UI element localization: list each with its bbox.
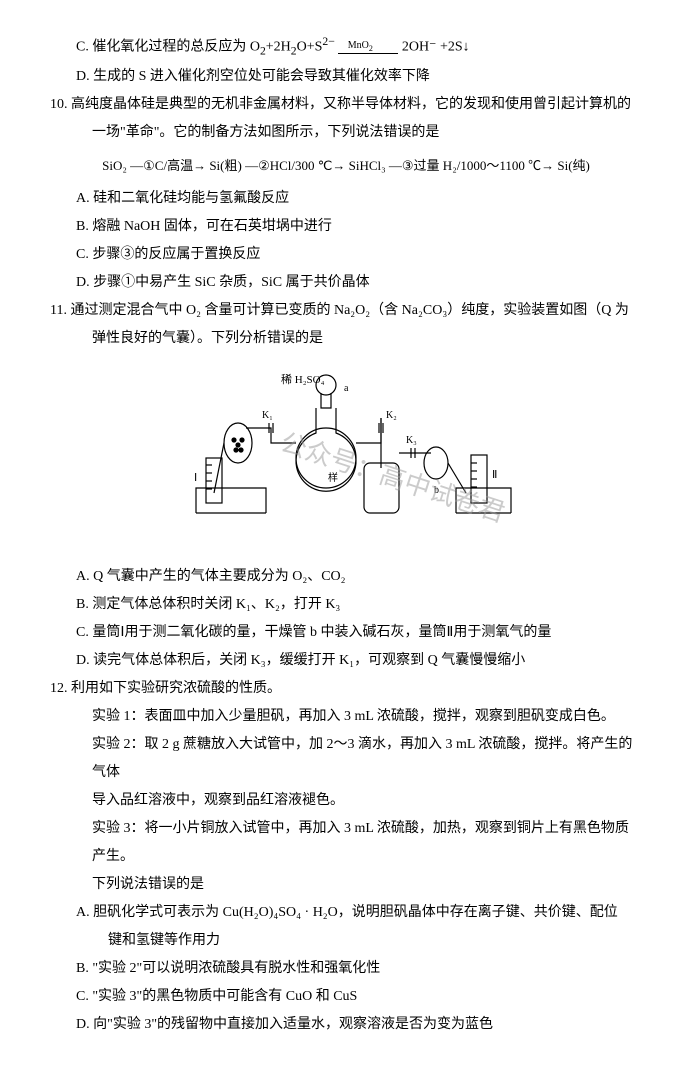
q12-option-a1: A. 胆矾化学式可表示为 Cu(H₂O)₄SO₄ · H₂O，说明胆矾晶体中存在… (50, 899, 642, 927)
q10-option-d: D. 步骤①中易产生 SiC 杂质，SiC 属于共价晶体 (50, 269, 642, 297)
acid-label: 稀 H₂SO₄ (281, 373, 325, 386)
q11-stem2: 弹性良好的气囊）。下列分析错误的是 (50, 325, 642, 353)
q10-equation: SiO₂ —①C/高温→ Si(粗) —②HCl/300 ℃→ SiHCl₃ —… (50, 153, 642, 179)
q10-number: 10. (50, 97, 68, 112)
q12-option-a2: 键和氢键等作用力 (50, 927, 642, 955)
q10-option-a: A. 硅和二氧化硅均能与氢氟酸反应 (50, 185, 642, 213)
k2-label: K₂ (386, 410, 397, 421)
q12-option-d: D. 向"实验 3"的残留物中直接加入适量水，观察溶液是否为变为蓝色 (50, 1011, 642, 1039)
q10-stem2: 一场"革命"。它的制备方法如图所示，下列说法错误的是 (50, 119, 642, 147)
q12-ask: 下列说法错误的是 (50, 871, 642, 899)
q12-option-c: C. "实验 3"的黑色物质中可能含有 CuO 和 CuS (50, 983, 642, 1011)
label-a: a (344, 383, 349, 394)
sample-label: 样 (328, 471, 338, 484)
q12-number: 12. (50, 681, 68, 696)
q9-option-c: C. 催化氧化过程的总反应为 O2+2H2O+S2− MnO2 2OH⁻ +2S… (50, 30, 642, 63)
q11-option-c: C. 量筒Ⅰ用于测二氧化碳的量，干燥管 b 中装入碱石灰，量筒Ⅱ用于测氧气的量 (50, 619, 642, 647)
q12-stem: 12. 利用如下实验研究浓硫酸的性质。 (50, 675, 642, 703)
label-b: b (434, 485, 439, 496)
q11-apparatus-diagram: 稀 H₂SO₄ a 样 K₁ Ⅰ K₂ (50, 363, 642, 553)
q12-exp1: 实验 1：表面皿中加入少量胆矾，再加入 3 mL 浓硫酸，搅拌，观察到胆矾变成白… (50, 703, 642, 731)
q12-exp3: 实验 3：将一小片铜放入试管中，再加入 3 mL 浓硫酸，加热，观察到铜片上有黑… (50, 815, 642, 871)
q11-stem: 11. 通过测定混合气中 O₂ 含量可计算已变质的 Na₂O₂（含 Na₂CO₃… (50, 297, 642, 325)
q10-option-c: C. 步骤③的反应属于置换反应 (50, 241, 642, 269)
cylinder-I: Ⅰ (194, 472, 197, 484)
q10-option-b: B. 熔融 NaOH 固体，可在石英坩埚中进行 (50, 213, 642, 241)
q12-option-b: B. "实验 2"可以说明浓硫酸具有脱水性和强氧化性 (50, 955, 642, 983)
q10-stem: 10. 高纯度晶体硅是典型的无机非金属材料，又称半导体材料，它的发现和使用曾引起… (50, 91, 642, 119)
k3-label: K₃ (406, 435, 417, 446)
cylinder-II: Ⅱ (492, 469, 497, 481)
q12-exp2a: 实验 2：取 2 g 蔗糖放入大试管中，加 2～3 滴水，再加入 3 mL 浓硫… (50, 731, 642, 787)
q9c-text: C. 催化氧化过程的总反应为 O (76, 40, 260, 55)
q11-option-b: B. 测定气体总体积时关闭 K₁、K₂，打开 K₃ (50, 591, 642, 619)
q11-option-d: D. 读完气体总体积后，关闭 K₃，缓缓打开 K₁，可观察到 Q 气囊慢慢缩小 (50, 647, 642, 675)
q12-exp2b: 导入品红溶液中，观察到品红溶液褪色。 (50, 787, 642, 815)
q9-option-d: D. 生成的 S 进入催化剂空位处可能会导致其催化效率下降 (50, 63, 642, 91)
q11-number: 11. (50, 303, 67, 318)
q11-option-a: A. Q 气囊中产生的气体主要成分为 O₂、CO₂ (50, 563, 642, 591)
k1-label: K₁ (262, 410, 273, 421)
catalyst-label: MnO2 (338, 41, 398, 53)
